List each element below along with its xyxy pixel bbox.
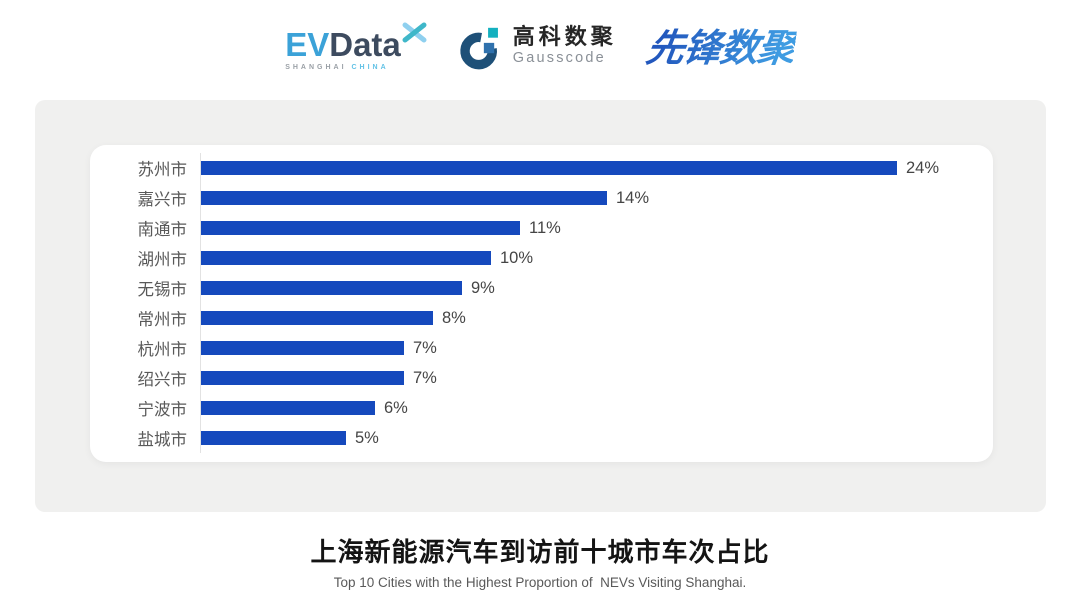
value-label: 10%: [500, 248, 534, 267]
chart-row: 嘉兴市 14%: [90, 183, 993, 213]
evdata-data-text: Data: [329, 26, 401, 63]
xianfeng-shuju-logo: 先锋数聚: [643, 22, 798, 70]
bar: [201, 281, 462, 295]
evdata-tagline: SHANGHAI CHINA: [285, 64, 388, 71]
gausscode-logo: 高科数聚 Gausscode: [458, 22, 617, 72]
bar: [201, 341, 404, 355]
bar-chart: 苏州市 24% 嘉兴市 14% 南通市 11% 湖州市 10% 无锡市 9% 常州市 8% 杭州市 7% 绍…: [90, 153, 993, 453]
header-logo-row: EV Data SHANGHAI CHINA 高科数聚 Gausscode 先锋数…: [0, 22, 1080, 82]
category-label: 湖州市: [137, 251, 188, 269]
chart-panel: 苏州市 24% 嘉兴市 14% 南通市 11% 湖州市 10% 无锡市 9% 常州市 8% 杭州市 7% 绍…: [35, 100, 1046, 512]
category-label: 苏州市: [137, 161, 188, 179]
bar-track: 7%: [200, 363, 993, 393]
chart-row: 杭州市 7%: [90, 333, 993, 363]
category-label: 盐城市: [137, 431, 188, 449]
evdata-x-icon: [402, 22, 427, 43]
category-label: 南通市: [137, 221, 188, 239]
bar: [201, 311, 433, 325]
chart-row: 绍兴市 7%: [90, 363, 993, 393]
bar-track: 14%: [200, 183, 993, 213]
chart-title: 上海新能源汽车到访前十城市车次占比: [310, 537, 770, 567]
bar-track: 7%: [200, 333, 993, 363]
value-label: 7%: [413, 338, 437, 357]
gausscode-text-block: 高科数聚 Gausscode: [512, 24, 617, 67]
bar: [201, 371, 404, 385]
chart-row: 南通市 11%: [90, 213, 993, 243]
value-label: 7%: [413, 368, 437, 387]
bar-track: 6%: [200, 393, 993, 423]
chart-card: 苏州市 24% 嘉兴市 14% 南通市 11% 湖州市 10% 无锡市 9% 常州市 8% 杭州市 7% 绍…: [90, 145, 993, 462]
bar-track: 5%: [200, 423, 993, 453]
value-label: 24%: [906, 158, 940, 177]
value-label: 5%: [355, 428, 379, 447]
category-label: 常州市: [137, 311, 188, 329]
bar: [201, 401, 375, 415]
chart-row: 盐城市 5%: [90, 423, 993, 453]
evdata-logo: EV Data SHANGHAI CHINA: [285, 22, 428, 71]
bar: [201, 221, 520, 235]
bar-track: 9%: [200, 273, 993, 303]
gausscode-en-name: Gausscode: [512, 50, 606, 67]
footer-title-block: 上海新能源汽车到访前十城市车次占比 Top 10 Cities with the…: [0, 532, 1080, 590]
chart-row: 宁波市 6%: [90, 393, 993, 423]
bar: [201, 161, 897, 175]
bar: [201, 251, 491, 265]
category-label: 无锡市: [137, 281, 188, 299]
category-label: 宁波市: [137, 401, 188, 419]
category-label: 杭州市: [137, 341, 188, 359]
gausscode-cn-name: 高科数聚: [512, 24, 617, 49]
value-label: 14%: [616, 188, 650, 207]
value-label: 9%: [471, 278, 495, 297]
bar-track: 11%: [200, 213, 993, 243]
chart-row: 苏州市 24%: [90, 153, 993, 183]
bar: [201, 431, 346, 445]
evdata-tagline-china: CHINA: [351, 64, 389, 71]
bar-track: 10%: [200, 243, 993, 273]
evdata-ev-text: EV: [285, 26, 330, 63]
chart-row: 湖州市 10%: [90, 243, 993, 273]
chart-row: 常州市 8%: [90, 303, 993, 333]
category-label: 嘉兴市: [137, 191, 188, 209]
category-label: 绍兴市: [137, 371, 188, 389]
evdata-wordmark: EV Data: [285, 22, 428, 63]
chart-row: 无锡市 9%: [90, 273, 993, 303]
bar-track: 8%: [200, 303, 993, 333]
chart-subtitle: Top 10 Cities with the Highest Proportio…: [333, 575, 747, 590]
gausscode-icon: [460, 27, 498, 70]
value-label: 11%: [529, 218, 561, 237]
bar-track: 24%: [200, 153, 993, 183]
value-label: 8%: [442, 308, 466, 327]
bar: [201, 191, 607, 205]
evdata-tagline-shanghai: SHANGHAI: [285, 64, 347, 71]
value-label: 6%: [384, 398, 408, 417]
